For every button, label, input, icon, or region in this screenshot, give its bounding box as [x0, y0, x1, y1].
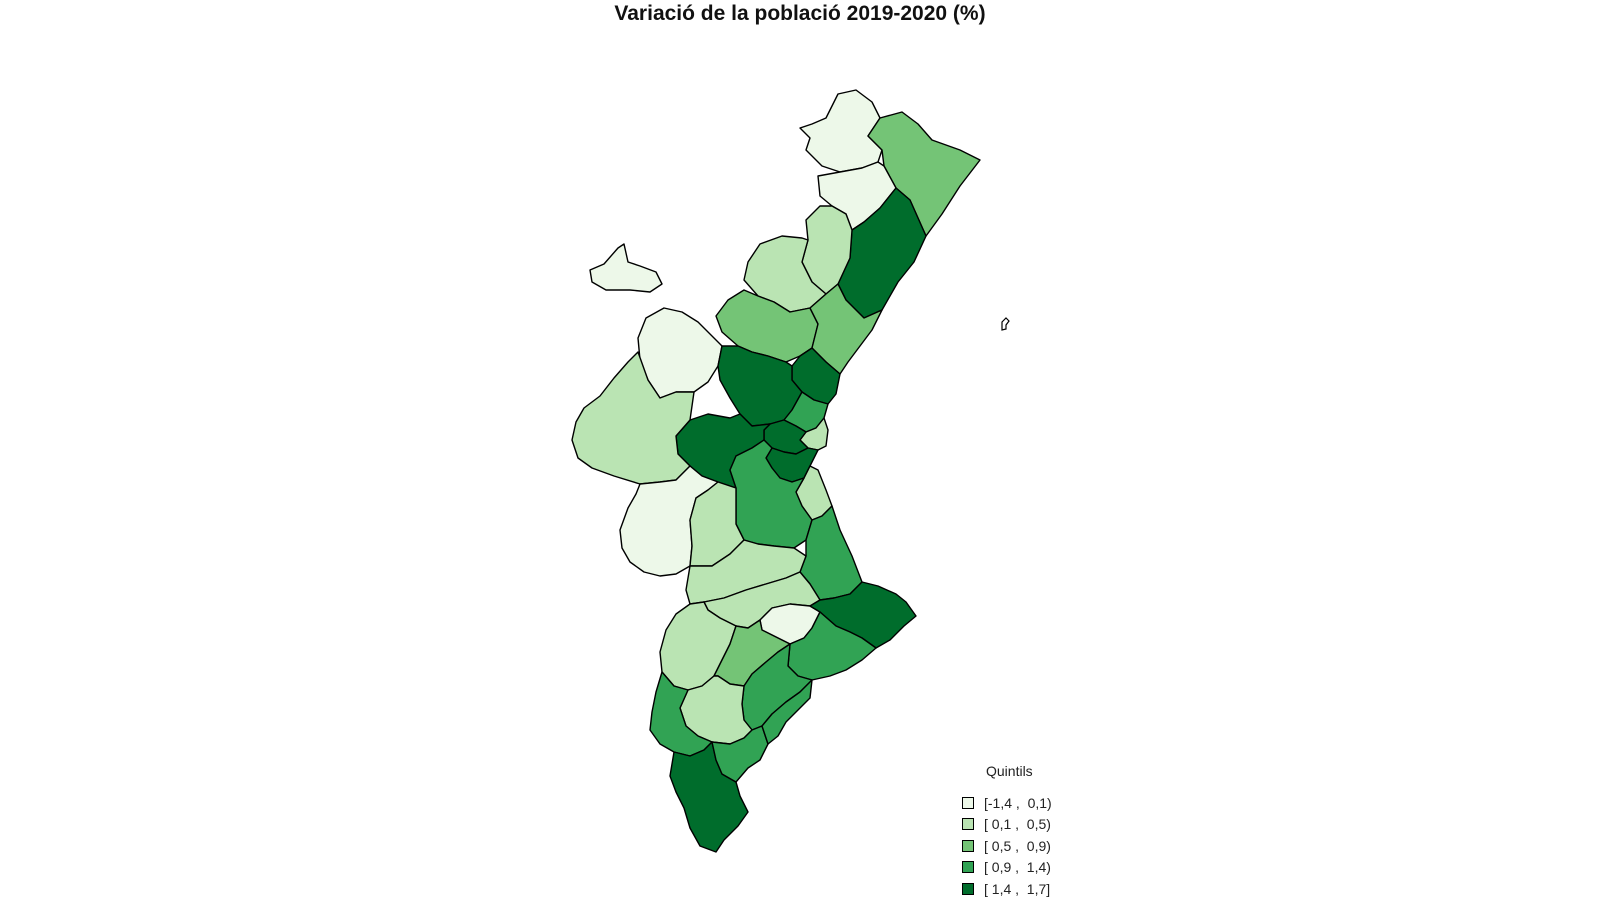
legend-label: [ 0,1 , 0,5): [984, 816, 1051, 833]
region-vega-baja[interactable]: [669, 741, 749, 853]
regions-layer: [571, 89, 981, 853]
region-baix-maestrat[interactable]: [867, 111, 981, 237]
region-rincon-de-ademuz[interactable]: [589, 243, 663, 293]
region-alicante-coast[interactable]: [761, 679, 813, 745]
region-els-ports[interactable]: [799, 89, 883, 173]
legend-label: [-1,4 , 0,1): [984, 794, 1052, 811]
legend-swatch: [962, 818, 974, 831]
region-plana-baixa[interactable]: [809, 283, 883, 375]
legend-swatch: [962, 861, 974, 874]
islet-columbretes: [1001, 317, 1010, 331]
legend-swatch: [962, 882, 974, 895]
legend-item: [ 0,9 , 1,4): [962, 857, 1102, 879]
legend-label: [ 0,5 , 0,9): [984, 837, 1051, 854]
legend-swatch: [962, 839, 974, 852]
map-title: Variació de la població 2019-2020 (%): [614, 2, 986, 25]
legend-swatch: [962, 796, 974, 809]
legend-label: [ 1,4 , 1,7]: [984, 880, 1051, 897]
legend-item: [ 1,4 , 1,7]: [962, 878, 1102, 900]
legend-label: [ 0,9 , 1,4): [984, 859, 1051, 876]
region-bajo-segura-coast[interactable]: [711, 725, 769, 783]
legend-item: [-1,4 , 0,1): [962, 792, 1102, 814]
legend-item: [ 0,5 , 0,9): [962, 835, 1102, 857]
legend-item: [ 0,1 , 0,5): [962, 814, 1102, 836]
legend: Quintils [-1,4 , 0,1) [ 0,1 , 0,5) [ 0,5…: [962, 763, 1102, 900]
legend-title: Quintils: [986, 763, 1033, 779]
